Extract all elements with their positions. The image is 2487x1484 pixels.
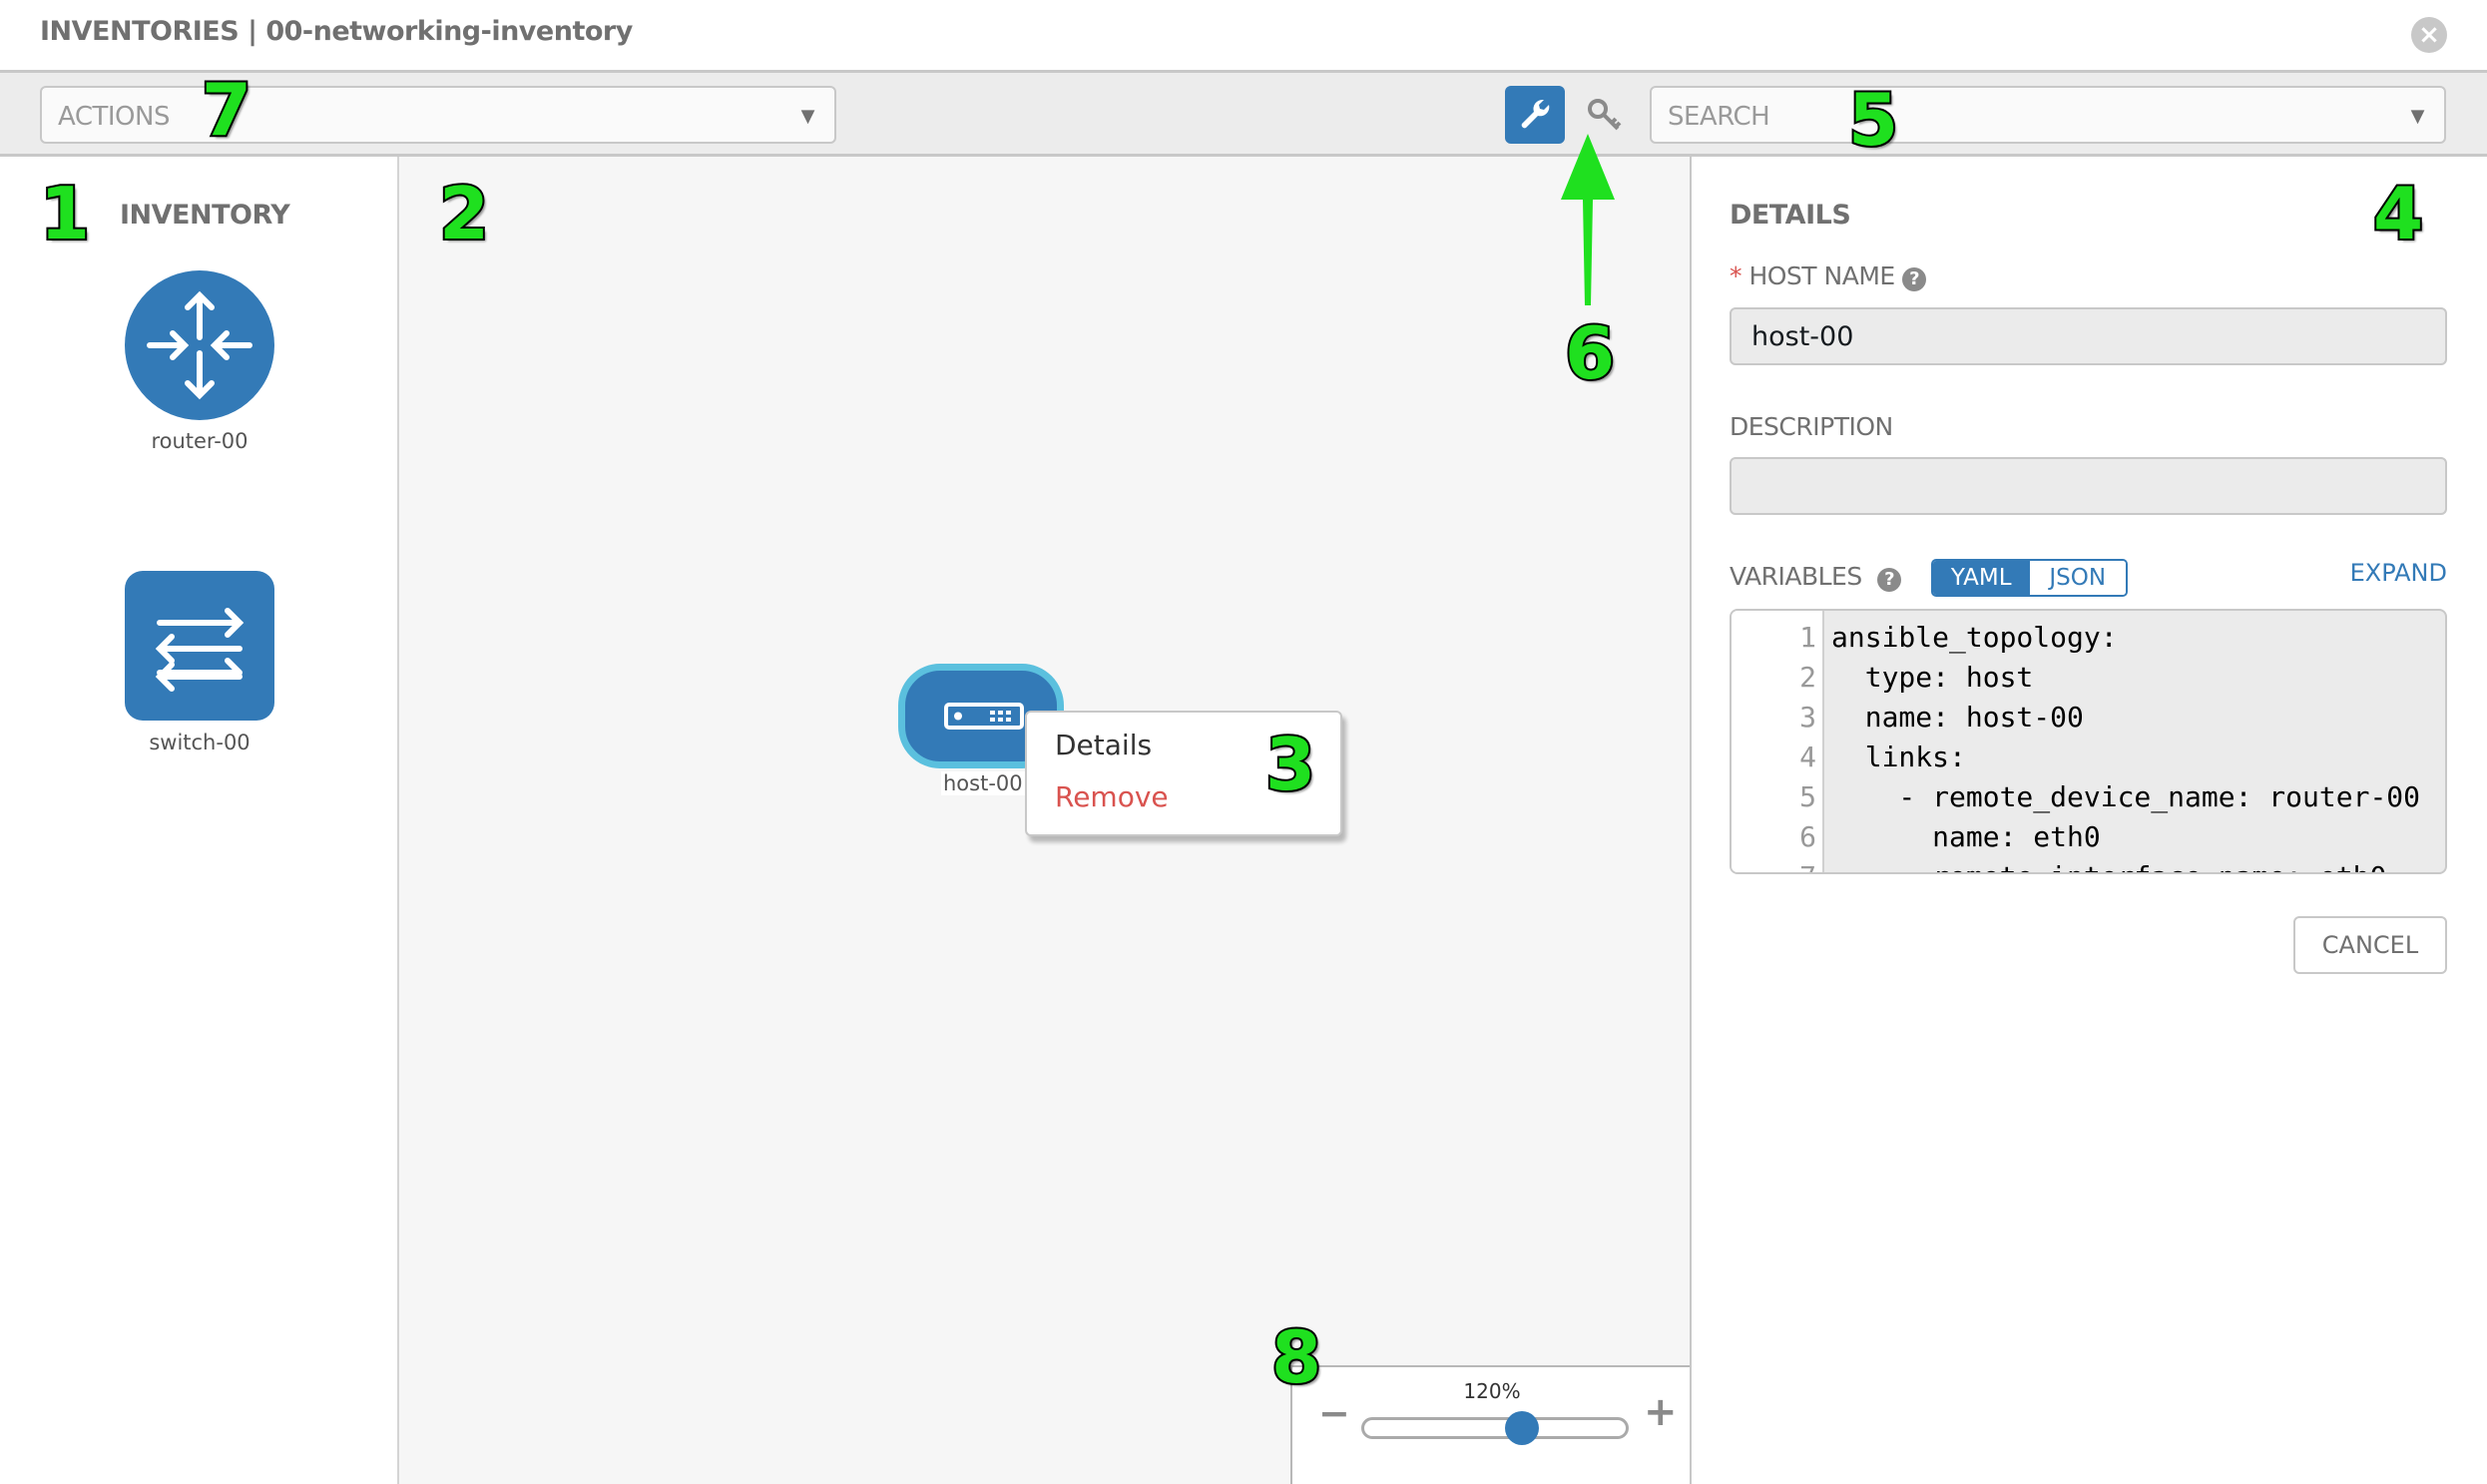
annotation-8: 8 [1269,1313,1323,1401]
router-label: router-00 [151,429,249,453]
context-menu: Details Remove [1025,711,1342,836]
switch-icon [155,608,245,692]
help-icon[interactable]: ? [1877,568,1902,592]
annotation-1: 1 [38,170,92,257]
line-number: 7 [1732,860,1816,872]
code-line: type: host [1831,661,2034,694]
inventory-title: INVENTORY [120,200,290,231]
server-icon [944,703,1024,730]
code-line: name: host-00 [1831,701,2084,734]
cancel-button[interactable]: CANCEL [2293,916,2447,974]
format-toggle: YAML JSON [1931,559,2128,597]
code-line: ansible_topology: [1831,621,2118,654]
variables-editor[interactable]: 1 ansible_topology: 2 type: host 3 name: ho… [1730,609,2447,874]
code-line: links: [1831,741,1966,773]
actions-label: ACTIONS [58,102,170,132]
annotation-arrow [1561,134,1615,305]
code-line: - remote_device_name: router-00 [1831,780,2421,813]
wrench-icon [1521,99,1550,129]
router-icon [147,290,252,400]
zoom-slider[interactable] [1361,1417,1629,1439]
code-line: remote_interface_name: eth0 [1831,860,2386,872]
annotation-7: 7 [200,66,253,154]
help-icon[interactable]: ? [1902,267,1927,291]
search-dropdown[interactable]: SEARCH ▼ [1650,86,2446,144]
description-input[interactable] [1730,457,2447,515]
zoom-in-button[interactable]: + [1644,1389,1678,1435]
details-title: DETAILS [1730,200,1851,231]
variables-label: VARIABLES [1730,562,1862,591]
caret-down-icon: ▼ [800,106,815,127]
zoom-panel: 120% − + [1290,1365,1690,1484]
actions-dropdown[interactable]: ACTIONS ▼ [40,86,836,144]
search-label: SEARCH [1668,102,1770,132]
line-number: 1 [1799,621,1816,654]
key-icon [1588,99,1622,131]
caret-down-icon: ▼ [2410,106,2425,127]
close-icon[interactable]: × [2411,17,2447,53]
expand-link[interactable]: EXPAND [2349,559,2447,587]
host-label: host-00 [941,771,1025,795]
zoom-out-button[interactable]: − [1318,1391,1350,1435]
yaml-toggle[interactable]: YAML [1933,561,2030,595]
line-number: 2 [1799,661,1816,694]
zoom-level: 120% [1463,1379,1521,1403]
zoom-slider-handle[interactable] [1504,1411,1539,1445]
annotation-5: 5 [1846,76,1900,164]
host-name-input[interactable]: host-00 [1730,307,2447,365]
line-number: 5 [1799,780,1816,813]
line-number: 6 [1799,820,1816,853]
line-number: 3 [1799,701,1816,734]
code-line: name: eth0 [1831,820,2101,853]
annotation-3: 3 [1263,721,1317,808]
wrench-button[interactable] [1505,86,1565,144]
key-button[interactable] [1585,96,1625,136]
annotation-4: 4 [2371,170,2425,257]
required-mark: * [1730,261,1742,290]
line-gutter [1732,611,1824,872]
title-bar [0,0,2487,73]
menu-item-remove[interactable]: Remove [1055,780,1169,813]
router-item[interactable] [125,270,274,420]
host-name-label: HOST NAME [1748,261,1895,290]
annotation-2: 2 [437,170,491,257]
switch-item[interactable] [125,571,274,721]
annotation-6: 6 [1563,309,1617,397]
description-label: DESCRIPTION [1730,412,1893,441]
json-toggle[interactable]: JSON [2029,561,2126,595]
line-number: 4 [1799,741,1816,773]
menu-item-details[interactable]: Details [1055,729,1153,761]
page-title: INVENTORIES | 00-networking-inventory [40,16,633,47]
switch-label: switch-00 [149,731,250,754]
